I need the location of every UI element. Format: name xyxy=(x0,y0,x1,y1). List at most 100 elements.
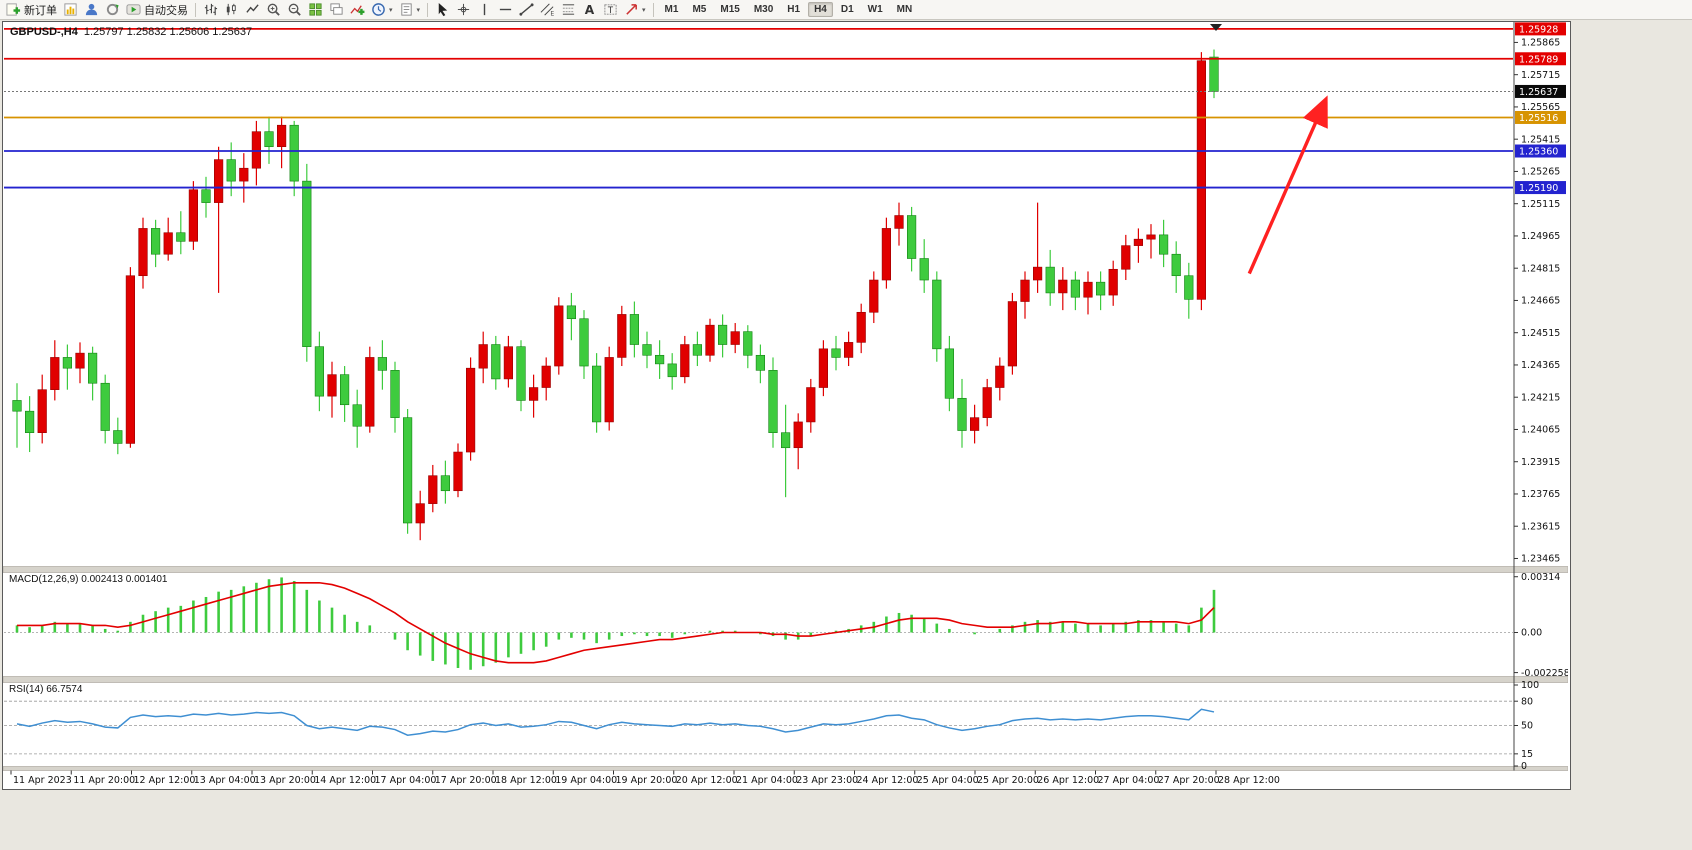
toolbar-separator xyxy=(195,2,196,17)
candle xyxy=(62,357,72,369)
candle xyxy=(1133,238,1143,246)
vertical-line-button[interactable] xyxy=(474,1,495,19)
rsi-indicator-title: RSI(14) 66.7574 xyxy=(9,684,83,695)
text-a-icon: A xyxy=(582,2,597,17)
time-axis-label: 25 Apr 20:00 xyxy=(977,775,1039,786)
candle xyxy=(37,389,47,433)
price-line-badge xyxy=(1515,84,1566,98)
trend-arrow-annotation[interactable] xyxy=(1247,95,1328,275)
time-axis-label: 17 Apr 20:00 xyxy=(435,775,497,786)
line-chart-button[interactable] xyxy=(242,1,263,19)
price-line-badge-text: 1.25516 xyxy=(1519,113,1558,124)
channel-icon: E xyxy=(540,2,555,17)
timeframe-m5-button[interactable]: M5 xyxy=(692,4,707,15)
chart-shift-marker[interactable] xyxy=(1210,24,1222,31)
candle xyxy=(402,417,413,524)
refresh-button[interactable] xyxy=(102,1,123,19)
timeframe-m15-button[interactable]: M15 xyxy=(720,4,740,15)
price-line-badge xyxy=(1515,144,1566,158)
text-label-button[interactable]: T xyxy=(600,1,621,19)
price-line-badge xyxy=(1515,110,1566,124)
rsi-axis-label: 15 xyxy=(1521,749,1533,760)
linechart-icon xyxy=(245,2,260,17)
price-chart-canvas[interactable]: 1.25865 1.25715 1.25565 1.25415 1.25265 1.251… xyxy=(3,22,1568,787)
fibonacci-button[interactable] xyxy=(558,1,579,19)
candle xyxy=(1083,281,1093,298)
ohlc-values: 1.25797 1.25832 1.25606 1.25637 xyxy=(83,26,253,38)
fibo-icon xyxy=(561,2,576,17)
timeframe-m30-button[interactable]: M30 xyxy=(753,4,774,15)
horizontal-line-button[interactable] xyxy=(495,1,516,19)
price-axis-label: 1.24215 xyxy=(1521,392,1560,403)
candle xyxy=(50,357,60,390)
rsi-line xyxy=(16,708,1215,736)
time-axis-label: 23 Apr 23:00 xyxy=(796,775,858,786)
candle xyxy=(617,314,627,358)
chart-window[interactable]: 1.25865 1.25715 1.25565 1.25415 1.25265 1.251… xyxy=(2,21,1571,790)
equidistant-channel-button[interactable]: E xyxy=(537,1,558,19)
price-axis-label: 1.25265 xyxy=(1521,167,1560,178)
caret-down-icon: ▾ xyxy=(389,6,393,14)
new-chart-button[interactable] xyxy=(60,1,81,19)
price-line-badge-text: 1.25789 xyxy=(1519,54,1558,65)
candle xyxy=(554,305,564,367)
candle xyxy=(755,354,765,371)
new-order-icon xyxy=(6,2,21,17)
price-axis-label: 1.24065 xyxy=(1521,425,1560,436)
timeframe-m1-button[interactable]: M1 xyxy=(664,4,679,15)
timeframe-mn-button[interactable]: MN xyxy=(896,4,913,15)
candle xyxy=(919,258,929,281)
candle xyxy=(1045,266,1055,294)
main-toolbar: 新订单 自动交易 ▾ ▾ E A T ▾ M1 M5 M15 M30 H1 H4 D1 W1 MN xyxy=(0,0,1692,20)
time-axis-label: 18 Apr 12:00 xyxy=(495,775,557,786)
timeframe-h4-button[interactable]: H4 xyxy=(808,2,833,17)
candle xyxy=(264,131,274,148)
candle xyxy=(1196,60,1206,300)
text-button[interactable]: A xyxy=(579,1,600,19)
candle xyxy=(1096,281,1106,296)
price-line-badge xyxy=(1515,52,1566,66)
candle xyxy=(503,346,514,380)
zoom-out-button[interactable] xyxy=(284,1,305,19)
timeframe-d1-button[interactable]: D1 xyxy=(840,4,854,15)
cascade-windows-button[interactable] xyxy=(326,1,347,19)
cursor-button[interactable] xyxy=(432,1,453,19)
profiles-button[interactable] xyxy=(81,1,102,19)
autotrading-button[interactable]: 自动交易 xyxy=(123,1,191,19)
symbol-timeframe-label: GBPUSD-,H4 xyxy=(10,26,78,38)
candle xyxy=(1121,245,1131,270)
zoom-in-button[interactable] xyxy=(263,1,284,19)
candle xyxy=(465,367,476,453)
candle xyxy=(1184,275,1194,300)
candle xyxy=(289,124,299,182)
timeframe-w1-button[interactable]: W1 xyxy=(867,4,883,15)
trendline-button[interactable] xyxy=(516,1,537,19)
candle xyxy=(75,352,85,369)
candle xyxy=(1108,268,1118,296)
arrows-button[interactable]: ▾ xyxy=(621,1,649,19)
candlestick-button[interactable] xyxy=(221,1,242,19)
candle xyxy=(768,370,778,433)
candle xyxy=(944,348,954,399)
candle xyxy=(88,352,98,384)
pane-separator[interactable] xyxy=(3,676,1568,683)
indicators-button[interactable] xyxy=(347,1,368,19)
time-axis-label: 13 Apr 04:00 xyxy=(194,775,256,786)
crosshair-button[interactable] xyxy=(453,1,474,19)
tile-windows-button[interactable] xyxy=(305,1,326,19)
price-axis-label: 1.24515 xyxy=(1521,328,1560,339)
periods-button[interactable]: ▾ xyxy=(368,1,396,19)
time-axis-label: 11 Apr 2023 xyxy=(13,775,72,786)
candle xyxy=(377,357,388,371)
time-axis-label: 11 Apr 20:00 xyxy=(73,775,135,786)
templates-button[interactable]: ▾ xyxy=(396,1,424,19)
ohlc-bars-button[interactable] xyxy=(200,1,221,19)
pane-separator[interactable] xyxy=(3,566,1568,573)
candle xyxy=(1033,266,1043,281)
timeframe-h1-button[interactable]: H1 xyxy=(787,4,801,15)
candle xyxy=(113,430,123,444)
candle xyxy=(125,275,135,444)
crosshair-icon xyxy=(456,2,471,17)
pane-separator[interactable] xyxy=(3,766,1568,771)
new-order-button[interactable]: 新订单 xyxy=(3,1,60,19)
